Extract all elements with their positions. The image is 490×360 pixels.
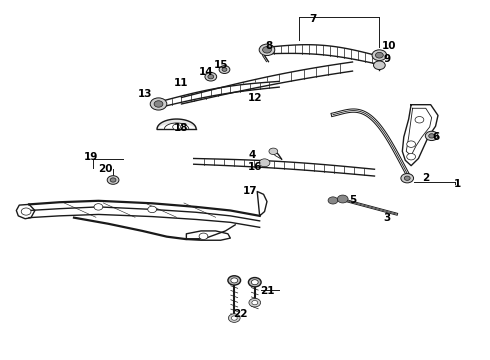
- Circle shape: [94, 204, 103, 210]
- Circle shape: [328, 197, 338, 204]
- Polygon shape: [186, 231, 230, 240]
- Text: 4: 4: [248, 150, 256, 160]
- Circle shape: [372, 50, 387, 60]
- Text: 3: 3: [383, 213, 391, 222]
- Text: 22: 22: [233, 310, 247, 319]
- Text: 15: 15: [213, 60, 228, 70]
- Text: 12: 12: [247, 93, 262, 103]
- Polygon shape: [16, 204, 35, 219]
- Circle shape: [407, 141, 416, 147]
- Circle shape: [205, 72, 217, 81]
- Text: 6: 6: [432, 132, 439, 142]
- Circle shape: [154, 101, 163, 107]
- Circle shape: [228, 314, 240, 322]
- Circle shape: [231, 278, 238, 283]
- Circle shape: [373, 61, 385, 69]
- Circle shape: [263, 46, 271, 53]
- Text: 2: 2: [422, 173, 429, 183]
- Text: 10: 10: [382, 41, 396, 51]
- Circle shape: [107, 176, 119, 184]
- Circle shape: [21, 208, 31, 215]
- Text: 16: 16: [247, 162, 262, 172]
- Circle shape: [110, 178, 116, 182]
- Text: 1: 1: [454, 179, 461, 189]
- Circle shape: [219, 66, 230, 73]
- Text: 20: 20: [98, 164, 113, 174]
- Polygon shape: [402, 105, 438, 166]
- Circle shape: [199, 233, 208, 239]
- Circle shape: [401, 174, 414, 183]
- Text: 5: 5: [349, 195, 356, 205]
- Circle shape: [407, 153, 416, 160]
- Text: 14: 14: [198, 67, 213, 77]
- Circle shape: [248, 278, 261, 287]
- Text: 7: 7: [310, 14, 317, 24]
- Circle shape: [259, 44, 275, 55]
- Circle shape: [231, 316, 237, 320]
- Circle shape: [425, 131, 438, 140]
- Text: 18: 18: [174, 123, 189, 133]
- Text: 11: 11: [174, 78, 189, 88]
- Circle shape: [208, 75, 214, 79]
- Circle shape: [269, 148, 278, 154]
- Circle shape: [251, 280, 258, 285]
- Polygon shape: [181, 62, 352, 104]
- Circle shape: [429, 134, 435, 138]
- Circle shape: [228, 276, 241, 285]
- Polygon shape: [194, 158, 374, 176]
- Text: 19: 19: [84, 152, 98, 162]
- Circle shape: [252, 301, 258, 305]
- Circle shape: [259, 159, 270, 167]
- Circle shape: [415, 117, 424, 123]
- Polygon shape: [162, 81, 279, 107]
- Circle shape: [404, 176, 410, 180]
- Text: 13: 13: [138, 89, 152, 99]
- Circle shape: [337, 195, 348, 203]
- Polygon shape: [157, 119, 196, 129]
- Text: 17: 17: [243, 186, 257, 196]
- Text: 21: 21: [260, 286, 274, 296]
- Circle shape: [249, 298, 261, 307]
- Text: 8: 8: [266, 41, 273, 50]
- Circle shape: [375, 52, 383, 58]
- Circle shape: [172, 124, 180, 130]
- Circle shape: [222, 68, 227, 71]
- Circle shape: [150, 98, 167, 110]
- Polygon shape: [267, 45, 379, 64]
- Text: 9: 9: [383, 54, 390, 64]
- Circle shape: [148, 206, 157, 213]
